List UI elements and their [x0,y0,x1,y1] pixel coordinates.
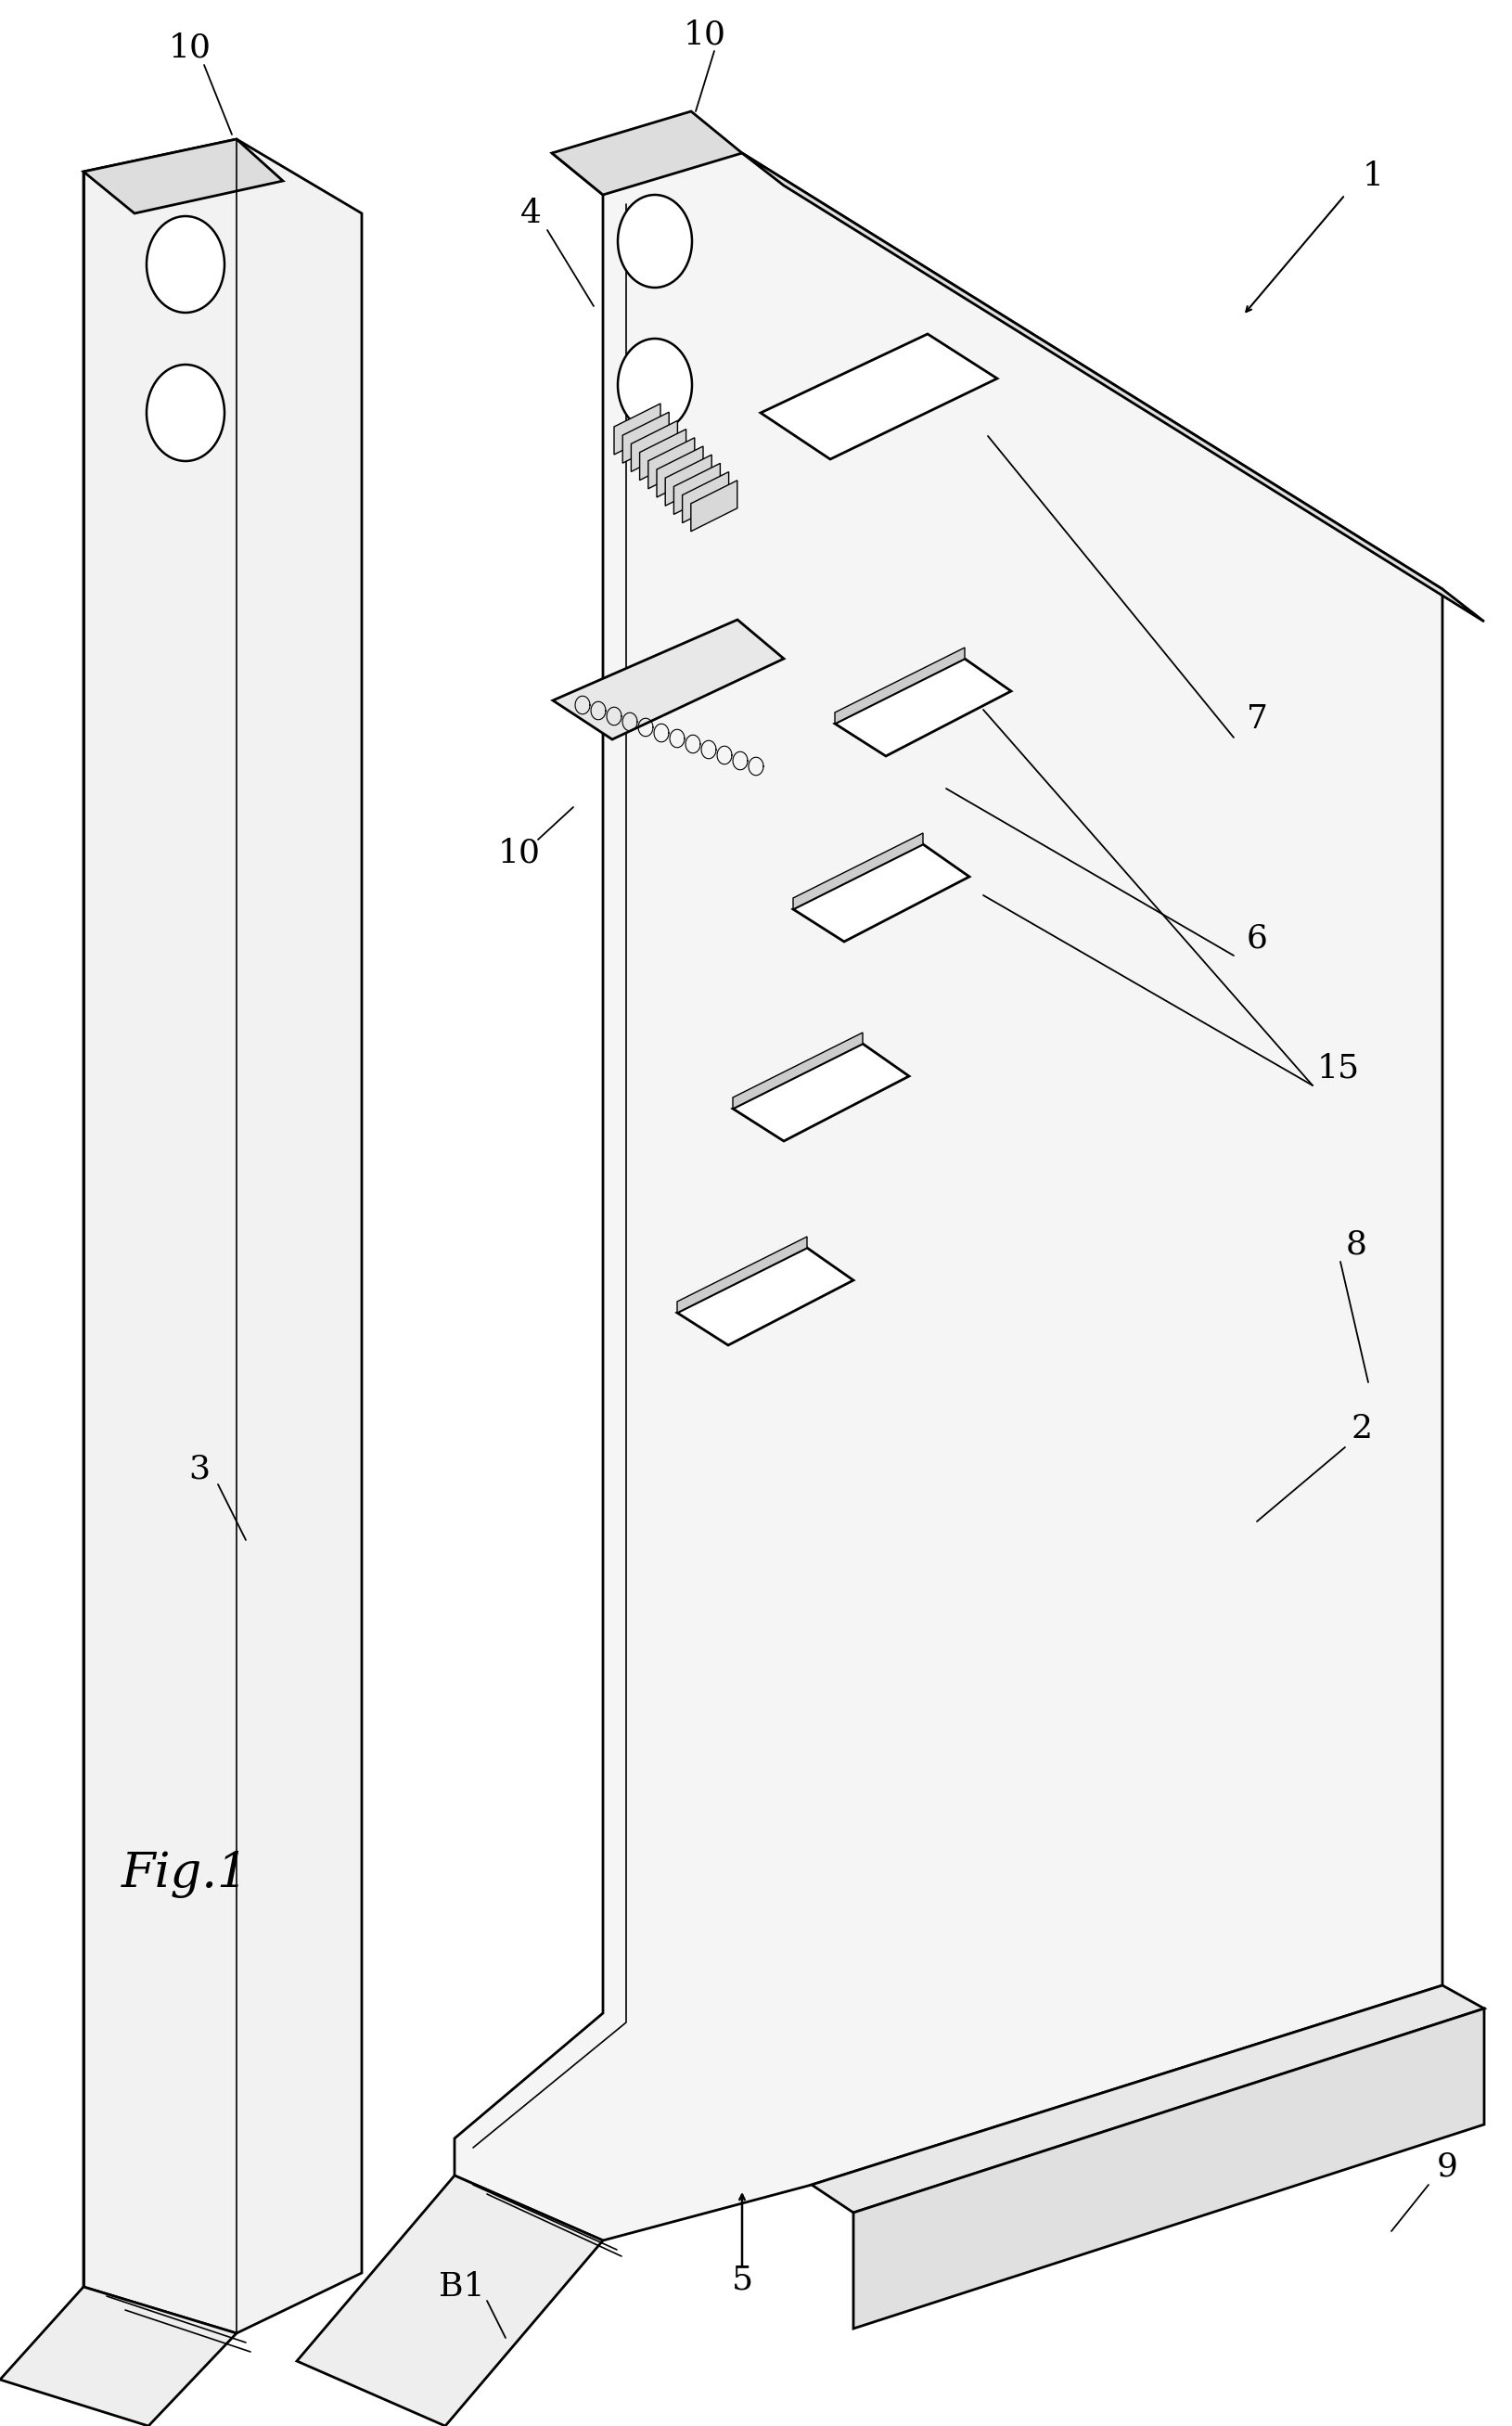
Text: 4: 4 [520,197,541,228]
Polygon shape [835,660,1012,757]
Polygon shape [455,153,1442,2242]
Polygon shape [733,1043,909,1140]
Polygon shape [677,1237,807,1312]
Polygon shape [649,437,694,488]
Polygon shape [614,403,661,454]
Polygon shape [665,454,712,505]
Polygon shape [812,1984,1485,2213]
Polygon shape [640,429,686,480]
Polygon shape [674,463,720,514]
Polygon shape [835,648,965,723]
Text: 3: 3 [189,1453,210,1485]
Polygon shape [631,420,677,471]
Text: 7: 7 [1246,704,1267,735]
Text: B1: B1 [438,2271,485,2302]
Text: 2: 2 [1352,1412,1373,1443]
Text: 8: 8 [1346,1230,1367,1262]
Polygon shape [552,112,742,194]
Ellipse shape [147,216,224,313]
Polygon shape [733,1033,863,1109]
Polygon shape [296,2176,603,2426]
Polygon shape [83,138,283,213]
Polygon shape [794,844,969,941]
Text: 5: 5 [732,2263,753,2295]
Polygon shape [677,1247,853,1344]
Polygon shape [691,480,738,531]
Text: 15: 15 [1317,1053,1359,1084]
Polygon shape [682,471,729,524]
Polygon shape [656,446,703,497]
Text: 10: 10 [169,32,212,63]
Polygon shape [83,138,361,2334]
Ellipse shape [618,194,692,289]
Text: 10: 10 [683,19,726,51]
Polygon shape [553,619,783,740]
Polygon shape [794,832,922,910]
Text: 10: 10 [497,837,541,869]
Text: Fig.1: Fig.1 [122,1851,249,1897]
Text: 1: 1 [1362,160,1383,192]
Text: 9: 9 [1436,2149,1458,2181]
Ellipse shape [147,364,224,461]
Polygon shape [742,153,1485,621]
Polygon shape [623,412,668,463]
Polygon shape [853,2009,1485,2329]
Text: 6: 6 [1246,922,1267,953]
Polygon shape [0,2288,236,2426]
Polygon shape [761,335,998,459]
Ellipse shape [618,340,692,432]
